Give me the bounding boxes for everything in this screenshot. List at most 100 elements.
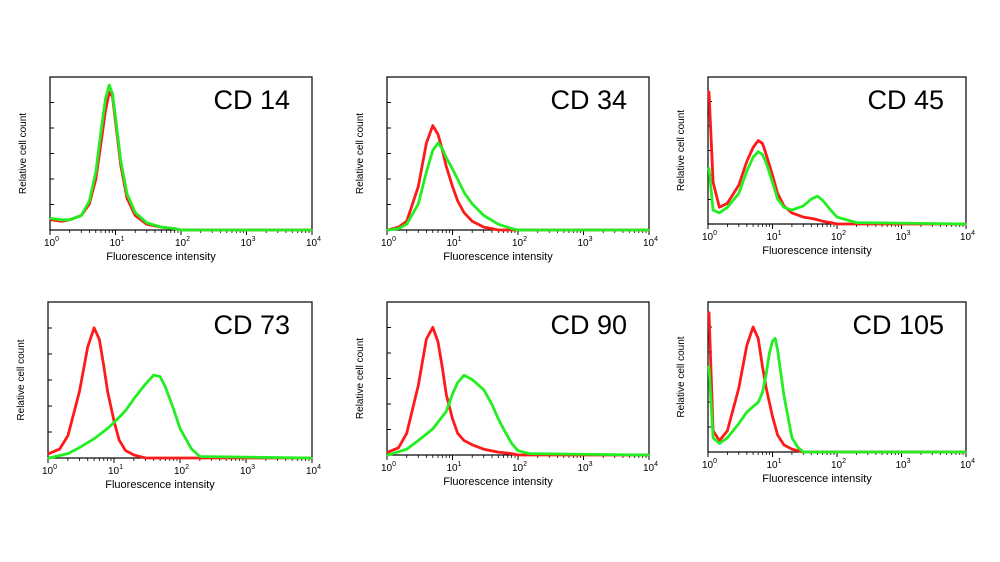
x-tick-label: 101 [447,461,462,474]
histogram-panel: 100 101 102 103 104 CD 45 Fluorescence intensi… [670,65,985,290]
x-tick-label: 100 [381,236,396,249]
histogram-panel: 100 101 102 103 104 CD 90 Fluorescence intensi… [345,290,658,515]
x-tick-label: 101 [447,236,462,249]
tick-exponent: 0 [713,458,717,465]
tick-exponent: 3 [252,236,256,243]
x-axis-label: Fluorescence intensity [443,476,553,488]
histogram-panel: 100 101 102 103 104 CD 14 Fluorescence intensi… [8,65,321,290]
tick-base: 10 [44,238,56,249]
x-tick-label: 103 [240,464,255,477]
x-tick-label: 102 [512,236,527,249]
panel-title: CD 90 [550,310,627,340]
tick-exponent: 3 [251,464,255,471]
panel-title: CD 14 [213,85,290,115]
isotype-histogram-line [707,311,967,454]
x-axis-label: Fluorescence intensity [443,251,553,263]
tick-exponent: 2 [523,236,527,243]
x-tick-label: 101 [767,458,782,471]
tick-exponent: 3 [589,236,593,243]
tick-exponent: 4 [317,464,321,471]
x-tick-label: 100 [702,230,717,243]
histogram-panel: 100 101 102 103 104 CD 73 Fluorescence intensi… [8,290,321,515]
tick-exponent: 0 [392,461,396,468]
tick-exponent: 4 [971,230,975,237]
tick-base: 10 [831,232,843,243]
tick-exponent: 0 [55,236,59,243]
tick-base: 10 [702,232,714,243]
y-axis-label: Relative cell count [676,336,687,417]
x-tick-label: 101 [110,236,125,249]
tick-base: 10 [578,463,590,474]
tick-exponent: 2 [523,461,527,468]
tick-exponent: 3 [589,461,593,468]
tick-base: 10 [175,238,187,249]
x-axis-label: Fluorescence intensity [106,251,216,263]
panel-title: CD 73 [213,310,290,340]
tick-exponent: 4 [971,458,975,465]
panel-title: CD 105 [852,310,944,340]
x-tick-label: 100 [42,464,57,477]
tick-base: 10 [447,238,459,249]
x-tick-label: 103 [241,236,256,249]
marker-histogram-line [707,150,967,226]
tick-exponent: 0 [713,230,717,237]
x-tick-label: 104 [960,458,975,471]
x-tick-label: 100 [381,461,396,474]
isotype-histogram-line [386,326,650,457]
tick-exponent: 2 [842,230,846,237]
tick-exponent: 2 [185,464,189,471]
tick-base: 10 [306,238,318,249]
tick-exponent: 1 [778,230,782,237]
tick-exponent: 1 [458,461,462,468]
tick-base: 10 [831,460,843,471]
x-tick-label: 102 [831,458,846,471]
x-tick-label: 103 [578,461,593,474]
tick-exponent: 2 [186,236,190,243]
isotype-histogram-line [47,326,313,460]
marker-histogram-line [47,373,313,460]
tick-base: 10 [643,238,655,249]
tick-base: 10 [960,460,972,471]
tick-base: 10 [643,463,655,474]
x-tick-label: 102 [831,230,846,243]
histogram-panel: 100 101 102 103 104 CD 105 Fluorescence intens… [670,290,985,515]
y-axis-label: Relative cell count [18,113,29,194]
x-axis-label: Fluorescence intensity [105,479,215,491]
tick-exponent: 0 [392,236,396,243]
marker-histogram-line [49,83,313,232]
tick-base: 10 [110,238,122,249]
x-tick-label: 103 [578,236,593,249]
isotype-histogram-line [707,90,967,226]
x-tick-label: 102 [175,236,190,249]
isotype-histogram-line [386,124,650,232]
x-tick-label: 100 [702,458,717,471]
tick-base: 10 [240,466,252,477]
x-tick-label: 100 [44,236,59,249]
tick-exponent: 0 [53,464,57,471]
x-tick-label: 101 [767,230,782,243]
histogram-panel: 100 101 102 103 104 CD 34 Fluorescence intensi… [345,65,658,290]
tick-base: 10 [447,463,459,474]
x-axis-label: Fluorescence intensity [762,245,872,257]
x-tick-label: 103 [896,458,911,471]
x-tick-label: 102 [512,461,527,474]
tick-base: 10 [767,232,779,243]
x-tick-label: 101 [108,464,123,477]
marker-histogram-line [707,337,967,454]
tick-exponent: 1 [778,458,782,465]
tick-exponent: 4 [654,461,658,468]
y-axis-label: Relative cell count [355,338,366,419]
x-tick-label: 103 [896,230,911,243]
tick-base: 10 [306,466,318,477]
tick-base: 10 [42,466,54,477]
x-tick-label: 104 [306,464,321,477]
tick-base: 10 [767,460,779,471]
x-tick-label: 104 [643,461,658,474]
marker-histogram-line [386,141,650,232]
x-tick-label: 104 [960,230,975,243]
